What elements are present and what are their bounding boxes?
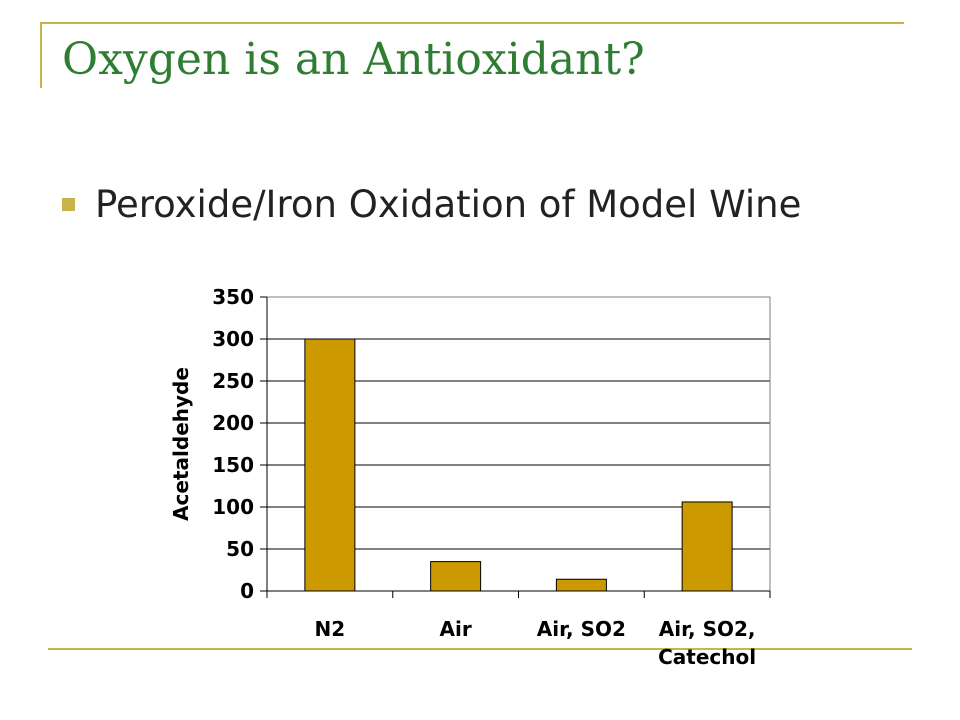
x-tick-label: Catechol (658, 645, 756, 669)
y-tick-label: 250 (212, 369, 254, 393)
y-axis-ticks: 0 50 100 150 200 250 300 350 (212, 285, 267, 603)
bar (304, 338, 356, 592)
x-tick-label: Air, SO2, (659, 617, 756, 641)
bullet-text: Peroxide/Iron Oxidation of Model Wine (95, 183, 802, 226)
top-rule (40, 22, 904, 24)
y-tick-label: 350 (212, 285, 254, 309)
bar (555, 578, 607, 592)
y-tick-label: 200 (212, 411, 254, 435)
bar (681, 501, 733, 592)
x-tick-label: Air (440, 617, 472, 641)
x-axis-ticks: N2 Air Air, SO2 Air, SO2, Catechol (266, 591, 771, 669)
y-axis-label: Acetaldehyde (169, 367, 193, 521)
y-tick-label: 100 (212, 495, 254, 519)
y-tick-label: 300 (212, 327, 254, 351)
y-tick-label: 50 (226, 537, 254, 561)
bar (430, 561, 482, 592)
chart-bars (304, 338, 733, 592)
slide-title: Oxygen is an Antioxidant? (62, 34, 645, 85)
bottom-rule (48, 648, 912, 650)
y-tick-label: 150 (212, 453, 254, 477)
square-bullet-icon (62, 198, 75, 211)
x-tick-label: Air, SO2 (537, 617, 626, 641)
left-rule (40, 22, 42, 88)
y-tick-label: 0 (240, 579, 254, 603)
x-tick-label: N2 (315, 617, 346, 641)
